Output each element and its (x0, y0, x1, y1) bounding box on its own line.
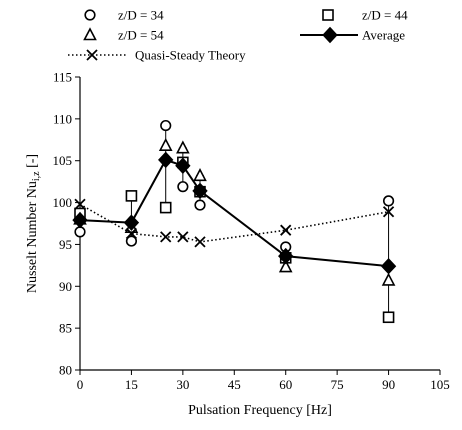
x-tick-label: 30 (176, 377, 189, 392)
data-point-circle (177, 181, 189, 193)
legend-marker-circle (84, 9, 96, 21)
y-tick-label: 80 (59, 363, 72, 378)
y-axis-label: Nusselt Number Nui,z [-] (25, 154, 42, 293)
legend-item: Average (300, 26, 405, 44)
legend-label: Quasi-Steady Theory (135, 48, 246, 63)
data-point-circle (382, 195, 395, 207)
y-tick-label: 95 (59, 237, 72, 252)
data-point-diamond (192, 182, 208, 200)
legend-marker-diamond (322, 26, 338, 44)
y-axis-label-main: Nusselt Number Nu (25, 181, 40, 293)
x-tick-label: 75 (331, 377, 344, 392)
data-point-x (280, 224, 292, 236)
y-tick-label: 110 (53, 111, 72, 126)
y-axis-label-subscript: i,z (31, 171, 42, 181)
data-point-x (125, 227, 138, 240)
data-point-diamond (175, 157, 191, 174)
data-point-triangle (278, 259, 293, 273)
legend-label: Average (362, 28, 405, 43)
x-axis-label: Pulsation Frequency [Hz] (188, 403, 332, 418)
data-point-square (125, 190, 138, 202)
y-axis-label-unit: [-] (25, 154, 40, 172)
data-point-circle (125, 235, 138, 247)
data-point-square (382, 311, 395, 324)
y-tick-label: 85 (59, 321, 72, 336)
legend-label: z/D = 34 (118, 8, 164, 23)
data-point-triangle (176, 140, 190, 154)
legend-item: Quasi-Steady Theory (68, 48, 246, 63)
data-point-diamond (123, 214, 140, 231)
legend-label: z/D = 44 (362, 8, 408, 23)
x-tick-label: 90 (382, 377, 395, 392)
data-point-circle (74, 226, 86, 238)
data-point-diamond (278, 247, 294, 265)
y-tick-label: 105 (53, 153, 73, 168)
legend-item: z/D = 54 (83, 27, 164, 43)
data-point-triangle (158, 137, 173, 151)
data-point-x (74, 198, 86, 210)
data-point-square (159, 201, 172, 214)
data-point-triangle (381, 272, 396, 286)
x-tick-label: 15 (125, 377, 138, 392)
legend-marker-triangle (83, 27, 97, 41)
legend-marker-x (86, 49, 98, 61)
legend: z/D = 34 z/D = 44 z/D = 54 Average Quasi-Ste… (68, 8, 408, 63)
data-point-x (194, 236, 206, 248)
data-point-triangle (193, 168, 207, 182)
data-point-circle (160, 119, 172, 132)
x-tick-label: 105 (430, 377, 450, 392)
series-line-average (79, 158, 389, 268)
legend-item: z/D = 34 (84, 8, 164, 23)
legend-item: z/D = 44 (322, 8, 408, 23)
data-point-diamond (72, 211, 88, 229)
y-tick-label: 100 (53, 195, 73, 210)
data-point-x (160, 231, 172, 243)
data-point-diamond (380, 257, 397, 275)
legend-marker-square (322, 9, 334, 21)
plot-area (72, 119, 397, 324)
y-tick-label: 90 (59, 279, 72, 294)
data-point-x (382, 206, 395, 218)
x-tick-label: 45 (228, 377, 241, 392)
axes: 80 85 90 95 100 105 110 115 0 15 30 45 60 75 90 105 (53, 70, 450, 393)
data-point-circle (194, 199, 206, 211)
data-point-x (177, 231, 189, 243)
y-tick-label: 115 (53, 70, 72, 85)
x-tick-label: 60 (279, 377, 292, 392)
x-tick-label: 0 (77, 377, 84, 392)
legend-label: z/D = 54 (118, 28, 164, 43)
data-point-diamond (158, 151, 174, 169)
